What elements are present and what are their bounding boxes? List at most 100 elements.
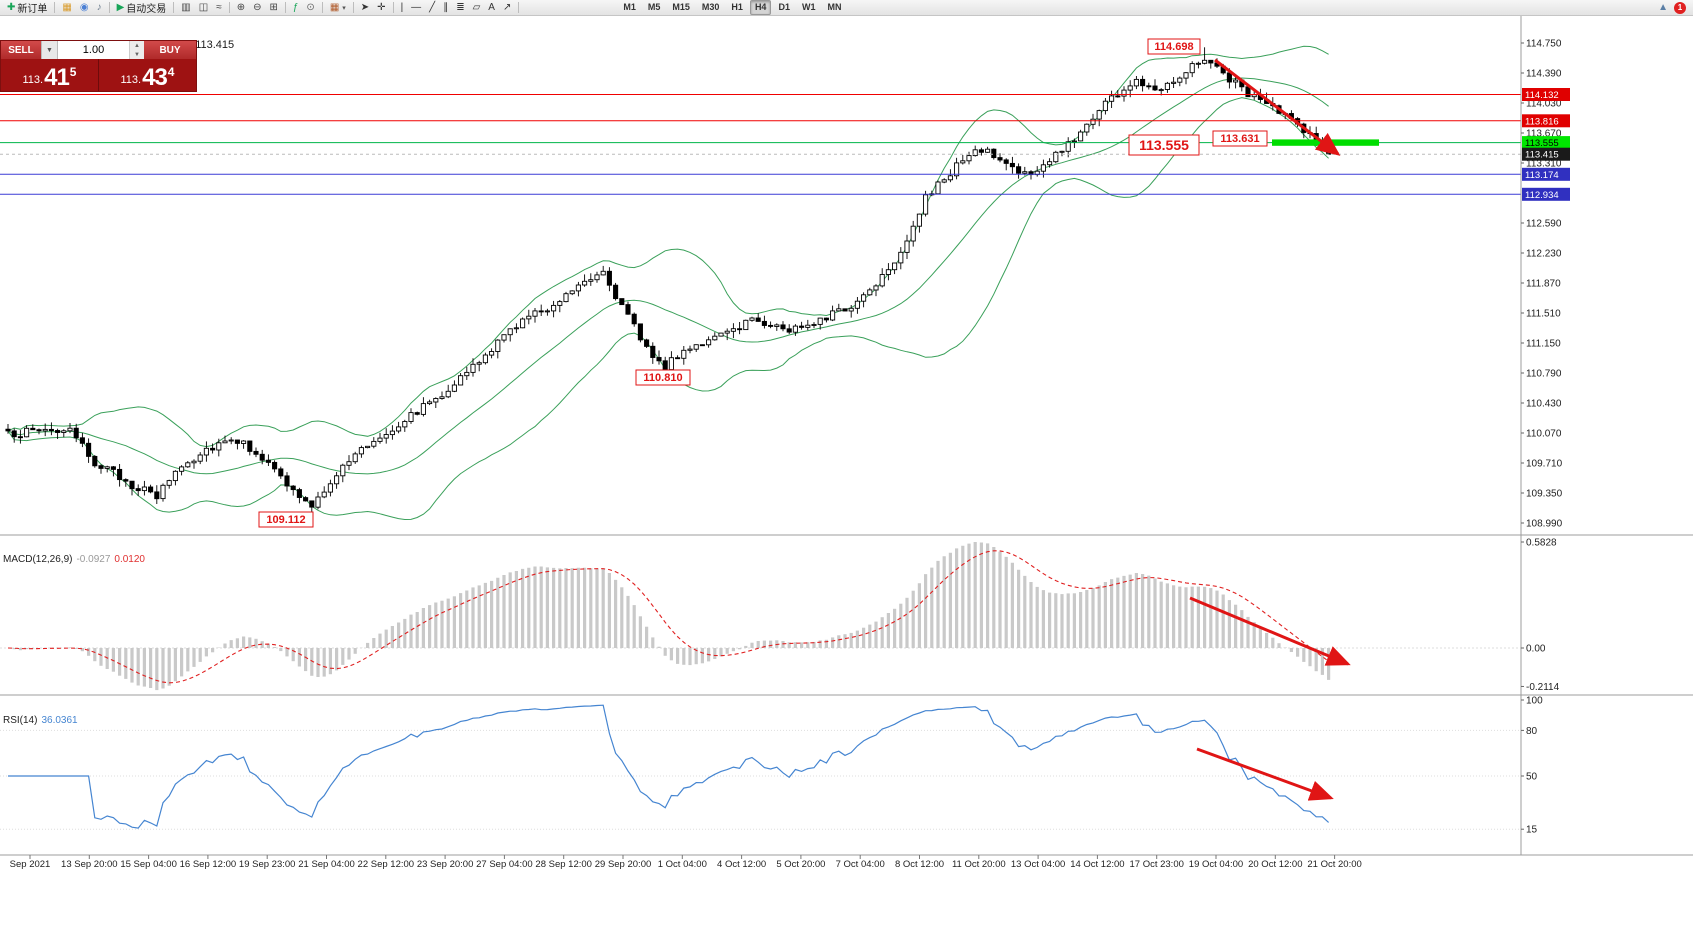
cycles-icon[interactable]: ⊙ [302, 0, 318, 16]
toolbar-separator [228, 2, 230, 13]
zoom-in-icon: ⊕ [236, 1, 246, 13]
zoom-out-icon[interactable]: ⊖ [249, 0, 265, 16]
chart-canvas[interactable]: 114.750 114.390 114.030 113.670 113.310 112.5… [0, 16, 1693, 940]
svg-text:Sep 2021: Sep 2021 [10, 859, 51, 870]
svg-text:111.870: 111.870 [1526, 279, 1561, 290]
svg-text:114.132: 114.132 [1525, 90, 1559, 101]
sell-price[interactable]: 113. 41 5 [1, 59, 99, 91]
autotrade-button[interactable]: ▶ 自动交易 [113, 0, 171, 16]
timeframe-mn[interactable]: MN [827, 2, 842, 12]
timeframe-d1[interactable]: D1 [778, 2, 790, 12]
bar-chart-icon[interactable]: ▥ [177, 0, 194, 16]
calendar-icon[interactable]: ▦ ▾ [326, 0, 350, 16]
red-trend-arrow[interactable] [1214, 58, 1341, 156]
svg-text:114.390: 114.390 [1526, 69, 1562, 80]
svg-text:109.350: 109.350 [1526, 489, 1563, 500]
callout-box[interactable] [1212, 130, 1268, 147]
rsi-name: RSI(14) [3, 715, 38, 726]
chart-chrome [0, 16, 1693, 856]
svg-text:110.430: 110.430 [1526, 399, 1562, 410]
callout-box[interactable] [1128, 134, 1200, 156]
trend-arrows[interactable] [1189, 58, 1351, 801]
fibonacci-icon[interactable]: ≣ [452, 0, 468, 16]
zoom-in-icon[interactable]: ⊕ [233, 0, 249, 16]
svg-text:109.710: 109.710 [1526, 459, 1563, 470]
timeframe-m1[interactable]: M1 [623, 2, 636, 12]
market-watch-icon[interactable]: ▦ [58, 0, 75, 16]
order-options-caret[interactable]: ▼ [41, 41, 58, 59]
svg-text:15: 15 [1526, 825, 1538, 836]
line-chart-icon[interactable]: ≈ [212, 0, 226, 16]
sounds-icon[interactable]: ♪ [93, 0, 106, 16]
timeframe-h4[interactable]: H4 [749, 0, 772, 15]
buy-button[interactable]: BUY [144, 41, 196, 59]
crosshair-icon[interactable]: ✛ [373, 0, 389, 16]
buy-price-sup: 4 [167, 65, 175, 79]
svg-text:17 Oct 23:00: 17 Oct 23:00 [1129, 859, 1183, 870]
timeframe-buttons: M1 M5 M15 M30 H1 H4 D1 W1 MN [617, 0, 847, 15]
timeframe-m5[interactable]: M5 [647, 2, 661, 12]
svg-text:112.230: 112.230 [1526, 249, 1562, 260]
svg-text:110.810: 110.810 [643, 372, 682, 384]
price-callouts[interactable]: 114.698 113.631 113.555 110.810 109.112 [258, 38, 1268, 528]
candle-chart-icon[interactable]: ◫ [195, 0, 212, 16]
buy-price-prefix: 113. [120, 74, 142, 86]
chevron-down-icon: ▾ [342, 4, 346, 12]
vertical-line-icon: | [400, 1, 404, 13]
text-icon[interactable]: A [484, 0, 499, 16]
sell-button[interactable]: SELL [1, 41, 41, 59]
tile-windows-icon[interactable]: ⊞ [265, 0, 281, 16]
volume-up-icon[interactable]: ▲ [130, 41, 144, 50]
svg-text:111.150: 111.150 [1526, 339, 1561, 350]
volume-stepper[interactable]: ▲ ▼ [129, 41, 144, 59]
callout-box[interactable] [1147, 38, 1201, 55]
svg-text:113.174: 113.174 [1525, 170, 1559, 181]
channel-icon: ∥ [443, 1, 449, 13]
red-trend-arrow[interactable] [1196, 747, 1334, 801]
svg-text:113.555: 113.555 [1139, 137, 1189, 153]
timeframe-m30[interactable]: M30 [701, 2, 720, 12]
timeframe-m15[interactable]: M15 [672, 2, 690, 12]
notification-badge[interactable]: 1 [1674, 1, 1686, 14]
price-axis: 114.750 114.390 114.030 113.670 113.310 112.5… [1521, 39, 1563, 836]
volume-down-icon[interactable]: ▼ [130, 50, 144, 59]
arrows-icon[interactable]: ↗ [499, 0, 515, 16]
arrows-icon: ↗ [502, 1, 512, 13]
callout-box[interactable] [635, 369, 691, 386]
quick-launch-icon[interactable]: ▲ [1658, 2, 1668, 13]
new-order-button[interactable]: ✚ 新订单 [3, 0, 51, 16]
horizontal-line-icon[interactable]: ― [407, 0, 425, 16]
svg-text:113.670: 113.670 [1526, 129, 1562, 140]
accounts-icon[interactable]: ◉ [76, 0, 93, 16]
red-trend-arrow[interactable] [1189, 596, 1351, 666]
cursor-icon[interactable]: ➤ [357, 0, 373, 16]
toolbar-right: ▲ 1 [1658, 1, 1690, 14]
toolbar-separator [54, 2, 56, 13]
horizontal-line-icon: ― [411, 1, 422, 13]
volume-input[interactable] [58, 41, 129, 59]
indicators-icon[interactable]: ƒ [289, 0, 303, 16]
svg-text:1 Oct 04:00: 1 Oct 04:00 [658, 859, 707, 870]
timeframe-w1[interactable]: W1 [801, 2, 816, 12]
price-line-objects[interactable] [0, 94, 1521, 195]
channel-icon[interactable]: ∥ [439, 0, 452, 16]
chart-area[interactable]: 114.750 114.390 114.030 113.670 113.310 112.5… [0, 16, 1693, 940]
svg-text:29 Sep 20:00: 29 Sep 20:00 [595, 859, 652, 870]
svg-text:20 Oct 12:00: 20 Oct 12:00 [1248, 859, 1302, 870]
buy-price[interactable]: 113. 43 4 [99, 59, 196, 91]
timeframe-h1[interactable]: H1 [731, 2, 743, 12]
svg-text:0.00: 0.00 [1526, 644, 1546, 655]
trendline-icon[interactable]: ╱ [425, 0, 439, 16]
svg-text:23 Sep 20:00: 23 Sep 20:00 [417, 859, 474, 870]
new-order-button-label: 新订单 [17, 4, 48, 15]
svg-text:113.555: 113.555 [1525, 138, 1559, 149]
macd-signal-value: 0.0120 [114, 554, 145, 565]
callout-box[interactable] [258, 511, 314, 528]
vertical-line-icon[interactable]: | [397, 0, 408, 16]
shapes-icon[interactable]: ▱ [469, 0, 485, 16]
svg-text:19 Oct 04:00: 19 Oct 04:00 [1189, 859, 1243, 870]
toolbar-separator [352, 2, 354, 13]
svg-text:28 Sep 12:00: 28 Sep 12:00 [535, 859, 592, 870]
